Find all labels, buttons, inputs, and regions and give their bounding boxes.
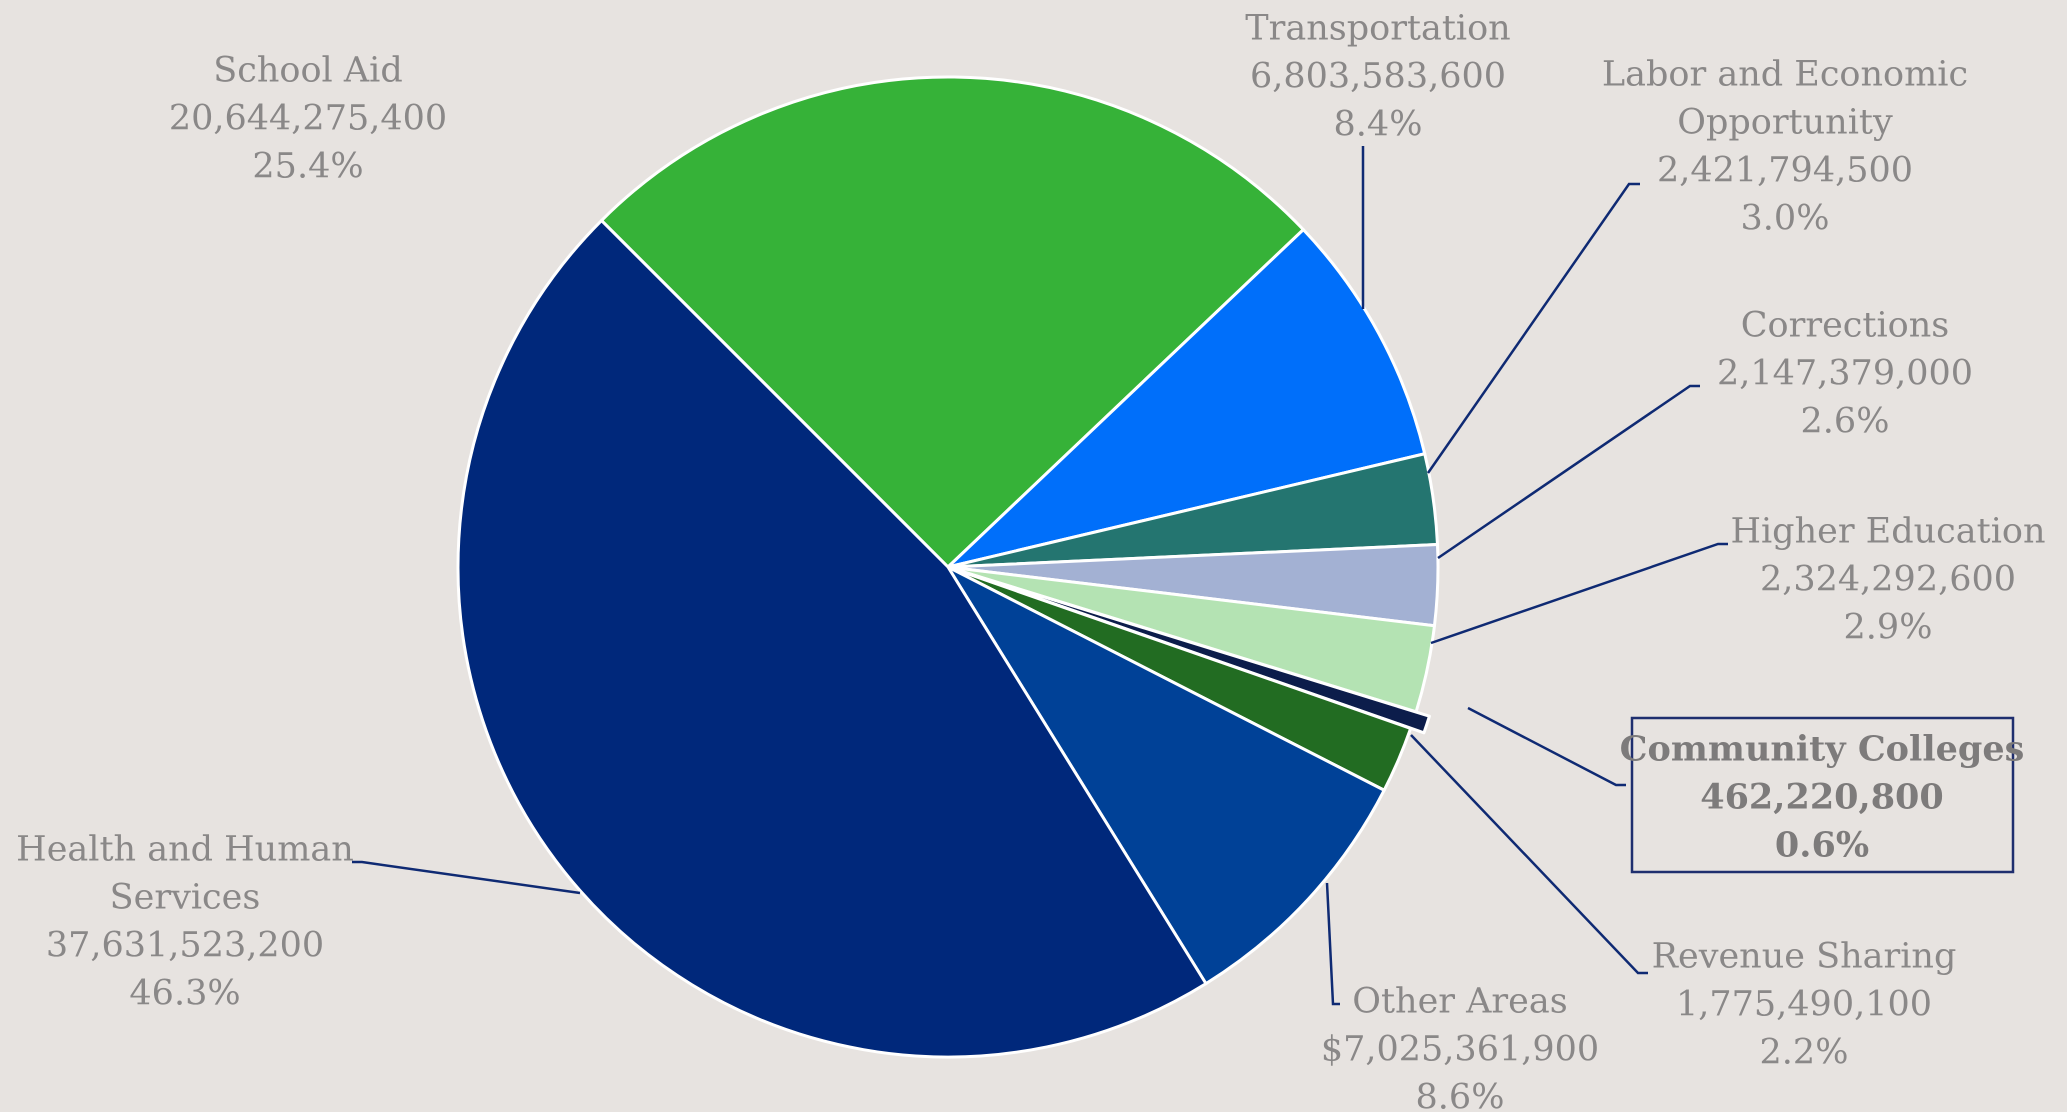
slice-label-other-areas: Other Areas $7,025,361,900 8.6%: [1321, 982, 1599, 1112]
leader-line-corrections: [1437, 384, 1700, 560]
leader-lines: [352, 146, 1728, 1006]
label-value: 462,220,800: [1700, 777, 1944, 818]
label-percent: 8.6%: [1416, 1078, 1505, 1112]
label-name-line: Revenue Sharing: [1652, 937, 1957, 977]
label-percent: 8.4%: [1334, 105, 1423, 145]
leader-line-health-and-human-services: [352, 860, 581, 895]
leader-line-community-colleges: [1467, 706, 1626, 787]
leader-line-labor-and-economic-opportunity: [1426, 182, 1640, 474]
label-value: 1,775,490,100: [1676, 985, 1932, 1025]
label-value: $7,025,361,900: [1321, 1030, 1599, 1070]
label-name-line: Other Areas: [1352, 982, 1567, 1022]
label-name-line: Higher Education: [1730, 512, 2045, 552]
label-value: 2,421,794,500: [1657, 151, 1913, 191]
label-value: 2,147,379,000: [1717, 354, 1973, 394]
pie-slice-health-and-human-services: [456, 219, 1208, 1059]
pie-slice-transportation: [946, 228, 1427, 569]
label-value: 37,631,523,200: [46, 926, 324, 966]
label-name-line: Community Colleges: [1620, 729, 2025, 770]
label-name-line: Health and Human: [16, 830, 354, 870]
slice-labels: School Aid 20,644,275,400 25.4% Transportat…: [16, 9, 2045, 1112]
label-name-line: Labor and Economic: [1602, 55, 1968, 95]
slice-label-revenue-sharing: Revenue Sharing 1,775,490,100 2.2%: [1652, 937, 1957, 1073]
label-name-line: Transportation: [1245, 9, 1510, 49]
leader-line-higher-education: [1430, 542, 1728, 645]
label-name-line: School Aid: [213, 51, 402, 91]
slice-label-labor-and-economic-opportunity: Labor and Economic Opportunity 2,421,794,5…: [1602, 55, 1968, 239]
pie-slice-school-aid: [600, 75, 1305, 569]
pie-slice-other-areas: [946, 565, 1386, 986]
slice-label-health-and-human-services: Health and Human Services 37,631,523,200 46…: [16, 830, 354, 1014]
slice-label-transportation: Transportation 6,803,583,600 8.4%: [1245, 9, 1510, 145]
label-value: 20,644,275,400: [169, 99, 447, 139]
label-value: 6,803,583,600: [1250, 57, 1506, 97]
pie-slices: [456, 75, 1440, 1059]
label-percent: 2.9%: [1844, 608, 1933, 648]
slice-label-corrections: Corrections 2,147,379,000 2.6%: [1717, 306, 1973, 442]
label-percent: 2.6%: [1801, 402, 1890, 442]
label-name-line: Opportunity: [1677, 103, 1893, 143]
label-name-line: Corrections: [1741, 306, 1949, 346]
label-percent: 2.2%: [1760, 1033, 1849, 1073]
label-percent: 46.3%: [129, 974, 240, 1014]
slice-label-school-aid: School Aid 20,644,275,400 25.4%: [169, 51, 447, 187]
slice-label-community-colleges: Community Colleges 462,220,800 0.6%: [1620, 716, 2025, 874]
slice-label-higher-education: Higher Education 2,324,292,600 2.9%: [1730, 512, 2045, 648]
label-percent: 0.6%: [1775, 825, 1869, 866]
leader-line-other-areas: [1325, 882, 1340, 1006]
label-percent: 3.0%: [1741, 199, 1830, 239]
highlight-box: [1630, 716, 2015, 874]
leader-line-revenue-sharing: [1410, 734, 1648, 975]
label-value: 2,324,292,600: [1760, 560, 2016, 600]
label-percent: 25.4%: [252, 147, 363, 187]
label-name-line: Services: [110, 878, 261, 918]
